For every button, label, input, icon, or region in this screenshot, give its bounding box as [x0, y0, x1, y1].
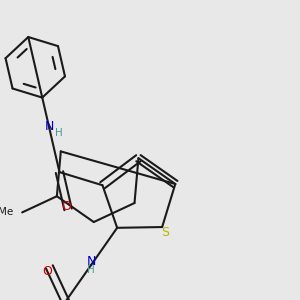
Text: O: O: [42, 265, 52, 278]
Text: N: N: [87, 255, 96, 268]
Text: O: O: [61, 200, 71, 213]
Text: S: S: [161, 226, 169, 239]
Text: H: H: [88, 265, 95, 275]
Text: Me: Me: [0, 207, 14, 218]
Text: H: H: [55, 128, 63, 138]
Text: N: N: [45, 120, 54, 133]
